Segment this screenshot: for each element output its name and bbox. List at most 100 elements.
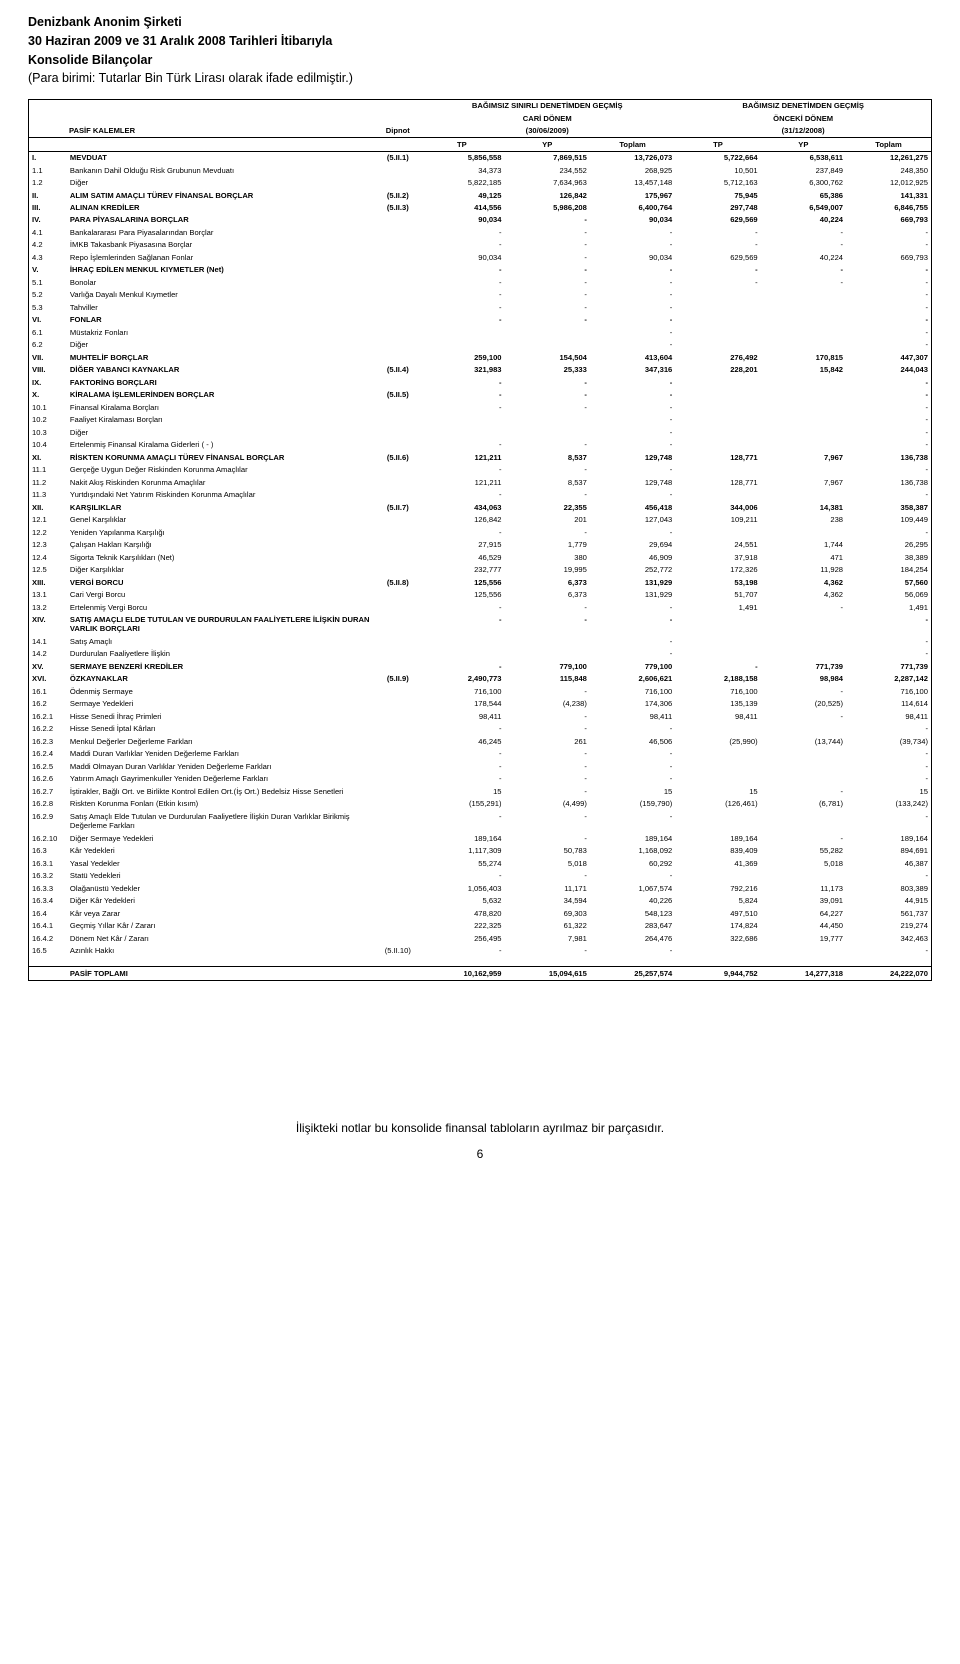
cell: - bbox=[846, 226, 931, 238]
cell: Diğer Sermaye Yedekleri bbox=[67, 832, 377, 844]
cell: 561,737 bbox=[846, 907, 931, 919]
cell: 184,254 bbox=[846, 564, 931, 576]
cell: 16.3.4 bbox=[29, 895, 67, 907]
cell bbox=[376, 289, 419, 301]
cell: 131,929 bbox=[590, 576, 675, 588]
cell: 24,222,070 bbox=[846, 967, 931, 980]
cell: - bbox=[846, 276, 931, 288]
cell bbox=[376, 401, 419, 413]
cell: X. bbox=[29, 389, 67, 401]
cell: İHRAÇ EDİLEN MENKUL KIYMETLER (Net) bbox=[67, 264, 377, 276]
cell: - bbox=[505, 601, 590, 613]
cell: Hisse Senedi İptal Kârları bbox=[67, 723, 377, 735]
table-row: 16.2.3Menkul Değerler Değerleme Farkları… bbox=[29, 735, 932, 747]
table-row: 16.2.10Diğer Sermaye Yedekleri189,164-18… bbox=[29, 832, 932, 844]
cell: 25,257,574 bbox=[590, 967, 675, 980]
cell: 75,945 bbox=[675, 189, 760, 201]
cell: 15 bbox=[419, 785, 504, 797]
cell: 219,274 bbox=[846, 920, 931, 932]
cell: VERGİ BORCU bbox=[67, 576, 377, 588]
cell: - bbox=[846, 648, 931, 660]
cell bbox=[761, 301, 846, 313]
cell: 5,712,163 bbox=[675, 177, 760, 189]
cell: XVI. bbox=[29, 673, 67, 685]
cell: 5,722,664 bbox=[675, 151, 760, 164]
cell: 12.1 bbox=[29, 514, 67, 526]
cell: 5.2 bbox=[29, 289, 67, 301]
note-column-header: Dipnot bbox=[376, 125, 419, 138]
table-row: 16.1Ödenmiş Sermaye716,100-716,100716,10… bbox=[29, 685, 932, 697]
cell: 7,967 bbox=[761, 476, 846, 488]
cell: - bbox=[590, 339, 675, 351]
cell: 5,822,185 bbox=[419, 177, 504, 189]
cell: 29,694 bbox=[590, 539, 675, 551]
table-row: 16.5Azınlık Hakkı(5.II.10)---- bbox=[29, 945, 932, 957]
cell bbox=[376, 773, 419, 785]
cell: Diğer Kâr Yedekleri bbox=[67, 895, 377, 907]
cell: - bbox=[505, 945, 590, 957]
cell: 40,226 bbox=[590, 895, 675, 907]
cell: 228,201 bbox=[675, 364, 760, 376]
cell: 129,748 bbox=[590, 451, 675, 463]
table-row: X.KİRALAMA İŞLEMLERİNDEN BORÇLAR(5.II.5)… bbox=[29, 389, 932, 401]
cell: 629,569 bbox=[675, 251, 760, 263]
cell: (4,499) bbox=[505, 798, 590, 810]
cell: - bbox=[419, 526, 504, 538]
cell: - bbox=[846, 339, 931, 351]
cell: 268,925 bbox=[590, 164, 675, 176]
cell bbox=[376, 314, 419, 326]
cell: 16.3.2 bbox=[29, 870, 67, 882]
cell: - bbox=[846, 760, 931, 772]
table-row: 10.3Diğer-- bbox=[29, 426, 932, 438]
cell bbox=[675, 945, 760, 957]
cell bbox=[376, 685, 419, 697]
cell: 259,100 bbox=[419, 351, 504, 363]
cell: 98,411 bbox=[675, 710, 760, 722]
cell: - bbox=[590, 760, 675, 772]
table-row: 16.4.1Geçmiş Yıllar Kâr / Zararı222,3256… bbox=[29, 920, 932, 932]
cell bbox=[376, 920, 419, 932]
col-toplam-prev: Toplam bbox=[846, 138, 931, 151]
cell: 56,069 bbox=[846, 589, 931, 601]
cell: - bbox=[675, 239, 760, 251]
cell: - bbox=[419, 773, 504, 785]
cell: 16.2.4 bbox=[29, 748, 67, 760]
table-row: IV.PARA PİYASALARINA BORÇLAR90,034-90,03… bbox=[29, 214, 932, 226]
cell bbox=[376, 723, 419, 735]
cell: 40,224 bbox=[761, 251, 846, 263]
cell: Sigorta Teknik Karşılıkları (Net) bbox=[67, 551, 377, 563]
cell: ALINAN KREDİLER bbox=[67, 202, 377, 214]
cell bbox=[675, 773, 760, 785]
cell: KARŞILIKLAR bbox=[67, 501, 377, 513]
cell bbox=[761, 414, 846, 426]
cell: 9,944,752 bbox=[675, 967, 760, 980]
cell bbox=[761, 635, 846, 647]
table-row: 4.1Bankalararası Para Piyasalarından Bor… bbox=[29, 226, 932, 238]
cell: 57,560 bbox=[846, 576, 931, 588]
cell bbox=[675, 489, 760, 501]
cell bbox=[376, 539, 419, 551]
report-title: Konsolide Bilançolar bbox=[28, 52, 932, 69]
current-period-title1: BAĞIMSIZ SINIRLI DENETİMDEN GEÇMİŞ bbox=[419, 99, 675, 112]
cell: - bbox=[846, 870, 931, 882]
cell: - bbox=[505, 439, 590, 451]
cell: 50,783 bbox=[505, 845, 590, 857]
cell: ALIM SATIM AMAÇLI TÜREV FİNANSAL BORÇLAR bbox=[67, 189, 377, 201]
cell: 13.1 bbox=[29, 589, 67, 601]
cell: 803,389 bbox=[846, 882, 931, 894]
cell: 497,510 bbox=[675, 907, 760, 919]
cell: 115,848 bbox=[505, 673, 590, 685]
table-row: 16.2.1Hisse Senedi İhraç Primleri98,411-… bbox=[29, 710, 932, 722]
cell: 65,386 bbox=[761, 189, 846, 201]
cell: Repo İşlemlerinden Sağlanan Fonlar bbox=[67, 251, 377, 263]
cell: - bbox=[590, 239, 675, 251]
cell: 109,211 bbox=[675, 514, 760, 526]
cell: 141,331 bbox=[846, 189, 931, 201]
cell bbox=[761, 723, 846, 735]
cell: 46,529 bbox=[419, 551, 504, 563]
cell bbox=[376, 439, 419, 451]
cell: 44,450 bbox=[761, 920, 846, 932]
cell bbox=[761, 489, 846, 501]
cell: Çalışan Hakları Karşılığı bbox=[67, 539, 377, 551]
cell: (5.II.5) bbox=[376, 389, 419, 401]
